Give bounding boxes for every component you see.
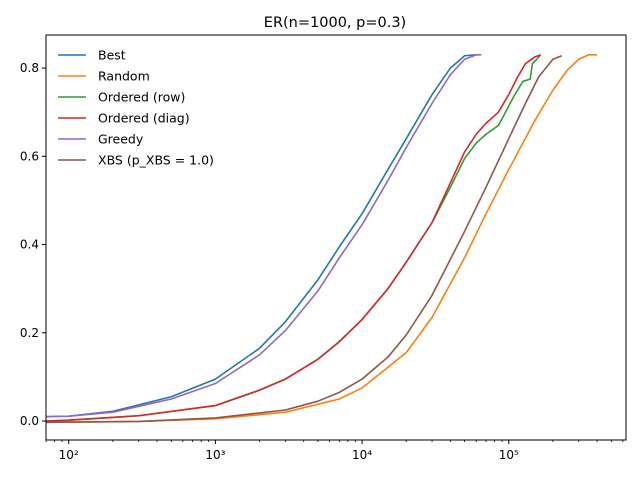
- y-tick-label-2: 0.2: [20, 326, 39, 340]
- y-tick-label-3: 0.4: [20, 238, 39, 252]
- y-tick-label-5: 0.8: [20, 61, 39, 75]
- x-tick-label-4: 10⁵: [499, 448, 519, 462]
- series-line-1: [45, 54, 477, 418]
- legend-label-6: XBS (p_XBS = 1.0): [98, 153, 214, 168]
- x-tick-label-2: 10³: [205, 448, 225, 462]
- plot-area: [46, 35, 626, 440]
- plot-frame: [45, 34, 627, 441]
- legend-label-3: Ordered (row): [98, 90, 185, 105]
- chart-title: ER(n=1000, p=0.3): [264, 15, 406, 31]
- legend-label-1: Best: [98, 48, 126, 63]
- series-line-5: [45, 54, 482, 418]
- y-tick-label-4: 0.6: [20, 149, 39, 163]
- series-layer: [45, 54, 598, 424]
- y-tick-label-1: 0.0: [20, 414, 39, 428]
- series-line-2: [45, 54, 598, 424]
- legend: Best Random Ordered (row) Ordered (diag) Gre…: [58, 48, 214, 168]
- x-tick-label-3: 10⁴: [352, 448, 372, 462]
- series-line-4: [45, 54, 541, 422]
- legend-label-2: Random: [98, 69, 150, 84]
- legend-label-4: Ordered (diag): [98, 111, 190, 126]
- x-tick-label-1: 10²: [59, 448, 79, 462]
- legend-label-5: Greedy: [98, 132, 144, 147]
- series-line-6: [45, 54, 563, 424]
- axis-layer: 10² 10³ 10⁴ 10⁵ 0.0 0.2 0.4 0.6 0.8: [20, 61, 624, 462]
